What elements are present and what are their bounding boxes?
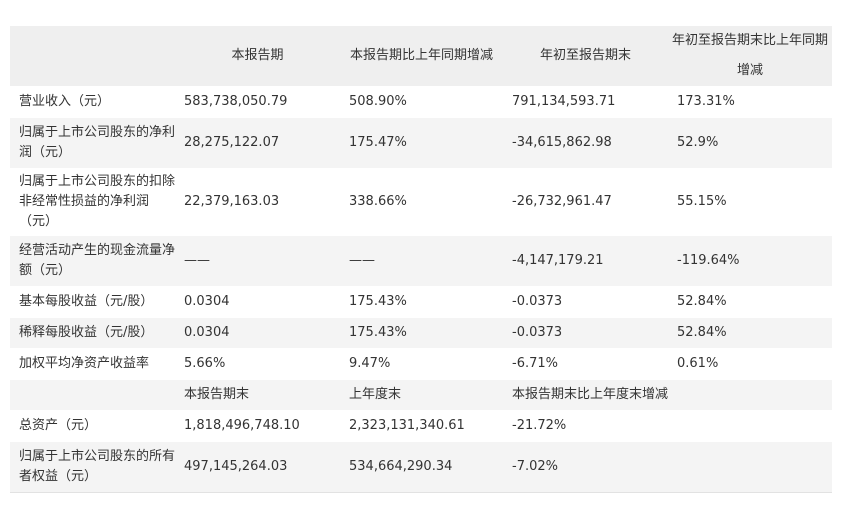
row-label: 稀释每股收益（元/股）	[10, 317, 175, 349]
table-row: 稀释每股收益（元/股） 0.0304 175.43% -0.0373 52.84…	[10, 317, 832, 349]
row-label: 营业收入（元）	[10, 86, 175, 118]
subheader-cell-prior-year-end: 上年度末	[340, 379, 503, 411]
cell-value: 175.43%	[340, 286, 503, 318]
cell-value: 52.84%	[668, 317, 832, 349]
subheader-cell-empty	[10, 379, 175, 411]
financial-summary-table: 本报告期 本报告期比上年同期增减 年初至报告期末 年初至报告期末比上年同期增减 …	[10, 26, 832, 493]
cell-value: 534,664,290.34	[340, 441, 503, 493]
cell-value: ——	[175, 235, 340, 287]
cell-value: -6.71%	[503, 348, 668, 380]
header-cell-empty	[10, 26, 175, 87]
table-row: 归属于上市公司股东的扣除非经常性损益的净利润（元） 22,379,163.03 …	[10, 168, 832, 236]
cell-value: -119.64%	[668, 235, 832, 287]
cell-value: 0.0304	[175, 317, 340, 349]
header-cell-ytd: 年初至报告期末	[503, 26, 668, 87]
cell-value: 28,275,122.07	[175, 117, 340, 169]
table-row: 总资产（元） 1,818,496,748.10 2,323,131,340.61…	[10, 410, 832, 442]
cell-value: 508.90%	[340, 86, 503, 118]
cell-value: 173.31%	[668, 86, 832, 118]
cell-value: 5.66%	[175, 348, 340, 380]
cell-value: -21.72%	[503, 410, 832, 442]
table-row: 加权平均净资产收益率 5.66% 9.47% -6.71% 0.61%	[10, 348, 832, 380]
financial-table-container: 本报告期 本报告期比上年同期增减 年初至报告期末 年初至报告期末比上年同期增减 …	[10, 26, 832, 493]
cell-value: 55.15%	[668, 168, 832, 236]
row-label: 总资产（元）	[10, 410, 175, 442]
cell-value: 2,323,131,340.61	[340, 410, 503, 442]
table-row: 归属于上市公司股东的所有者权益（元） 497,145,264.03 534,66…	[10, 441, 832, 493]
table-row: 归属于上市公司股东的净利润（元） 28,275,122.07 175.47% -…	[10, 117, 832, 169]
cell-value: 52.9%	[668, 117, 832, 169]
cell-value: 583,738,050.79	[175, 86, 340, 118]
header-cell-ytd-yoy-change: 年初至报告期末比上年同期增减	[668, 26, 832, 87]
table-subheader-row: 本报告期末 上年度末 本报告期末比上年度末增减	[10, 379, 832, 411]
cell-value: 175.43%	[340, 317, 503, 349]
header-cell-yoy-change: 本报告期比上年同期增减	[340, 26, 503, 87]
cell-value: -26,732,961.47	[503, 168, 668, 236]
table-row: 经营活动产生的现金流量净额（元） —— —— -4,147,179.21 -11…	[10, 235, 832, 287]
cell-value: 0.61%	[668, 348, 832, 380]
row-label: 经营活动产生的现金流量净额（元）	[10, 235, 175, 287]
table-row: 基本每股收益（元/股） 0.0304 175.43% -0.0373 52.84…	[10, 286, 832, 318]
subheader-cell-period-end: 本报告期末	[175, 379, 340, 411]
cell-value: -34,615,862.98	[503, 117, 668, 169]
cell-value: 52.84%	[668, 286, 832, 318]
row-label: 加权平均净资产收益率	[10, 348, 175, 380]
header-cell-current-period: 本报告期	[175, 26, 340, 87]
row-label: 归属于上市公司股东的扣除非经常性损益的净利润（元）	[10, 168, 175, 236]
cell-value: 497,145,264.03	[175, 441, 340, 493]
cell-value: ——	[340, 235, 503, 287]
cell-value: -0.0373	[503, 286, 668, 318]
cell-value: 0.0304	[175, 286, 340, 318]
row-label: 基本每股收益（元/股）	[10, 286, 175, 318]
table-row: 营业收入（元） 583,738,050.79 508.90% 791,134,5…	[10, 86, 832, 118]
table-header-row: 本报告期 本报告期比上年同期增减 年初至报告期末 年初至报告期末比上年同期增减	[10, 26, 832, 87]
cell-value: -7.02%	[503, 441, 832, 493]
cell-value: 338.66%	[340, 168, 503, 236]
row-label: 归属于上市公司股东的所有者权益（元）	[10, 441, 175, 493]
row-label: 归属于上市公司股东的净利润（元）	[10, 117, 175, 169]
subheader-cell-change: 本报告期末比上年度末增减	[503, 379, 832, 411]
cell-value: 175.47%	[340, 117, 503, 169]
cell-value: 1,818,496,748.10	[175, 410, 340, 442]
cell-value: 9.47%	[340, 348, 503, 380]
cell-value: -0.0373	[503, 317, 668, 349]
cell-value: -4,147,179.21	[503, 235, 668, 287]
cell-value: 791,134,593.71	[503, 86, 668, 118]
cell-value: 22,379,163.03	[175, 168, 340, 236]
